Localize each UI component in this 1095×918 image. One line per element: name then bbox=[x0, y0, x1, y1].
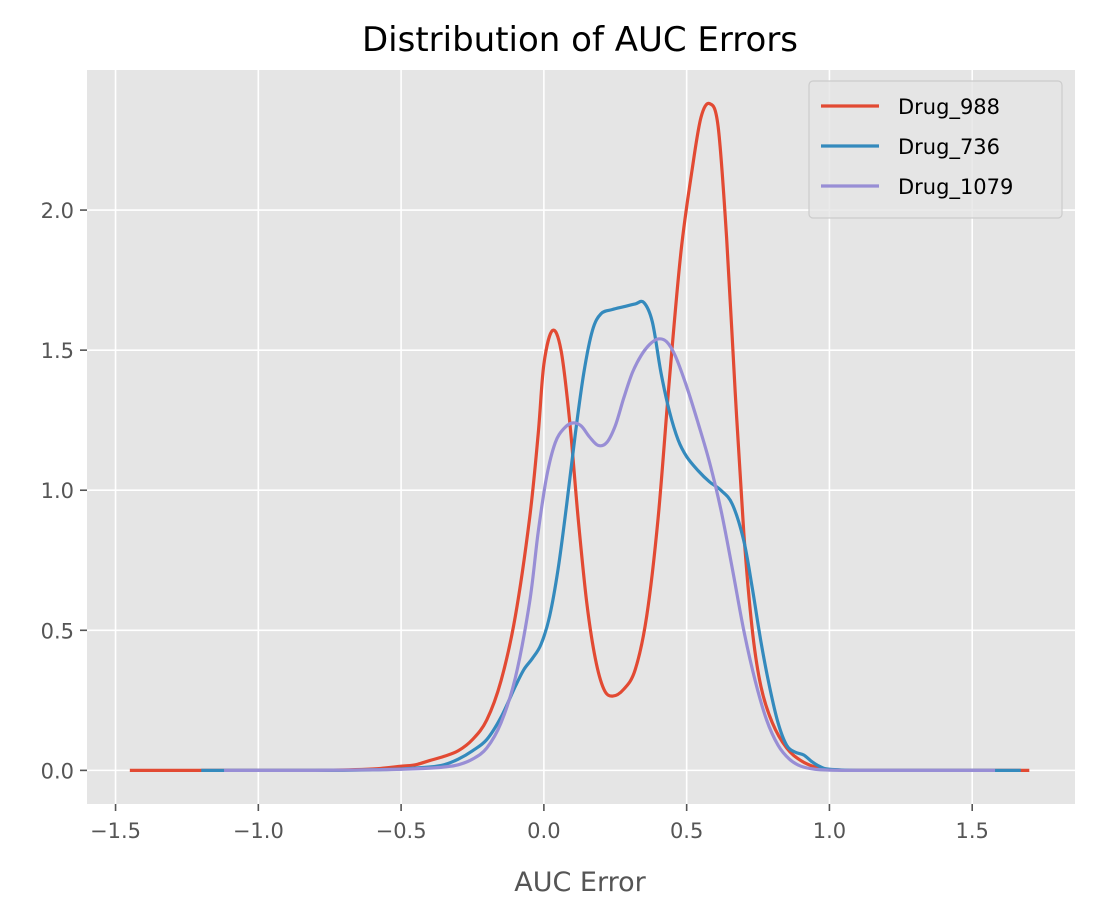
y-tick-label: 1.5 bbox=[41, 339, 74, 363]
series-line-drug-988 bbox=[129, 101, 1030, 772]
y-tick-label: 0.0 bbox=[41, 759, 74, 783]
legend: Drug_988 Drug_736 Drug_1079 bbox=[808, 80, 1063, 219]
x-tick-label: −1.5 bbox=[90, 819, 141, 843]
chart-title: Distribution of AUC Errors bbox=[362, 20, 798, 60]
x-tick-label: 0.0 bbox=[527, 819, 560, 843]
y-tick-label: 2.0 bbox=[41, 199, 74, 223]
x-tick-label: 1.0 bbox=[813, 819, 846, 843]
x-axis-ticks: −1.5 −1.0 −0.5 0.0 0.5 1.0 1.5 bbox=[90, 804, 989, 843]
x-tick-label: 1.5 bbox=[955, 819, 988, 843]
legend-box bbox=[808, 80, 1063, 219]
series-lines bbox=[129, 101, 1030, 772]
x-tick-label: −1.0 bbox=[233, 819, 284, 843]
y-axis-ticks: 0.0 0.5 1.0 1.5 2.0 bbox=[41, 199, 87, 783]
series-line-drug-1079 bbox=[224, 337, 996, 772]
legend-label-drug-736: Drug_736 bbox=[898, 135, 1000, 160]
legend-label-drug-1079: Drug_1079 bbox=[898, 175, 1013, 200]
series-line-drug-736 bbox=[201, 299, 1021, 772]
x-tick-label: 0.5 bbox=[670, 819, 703, 843]
x-tick-label: −0.5 bbox=[376, 819, 427, 843]
y-tick-label: 0.5 bbox=[41, 619, 74, 643]
y-tick-label: 1.0 bbox=[41, 479, 74, 503]
legend-label-drug-988: Drug_988 bbox=[898, 95, 1000, 120]
x-axis-label: AUC Error bbox=[514, 867, 646, 898]
